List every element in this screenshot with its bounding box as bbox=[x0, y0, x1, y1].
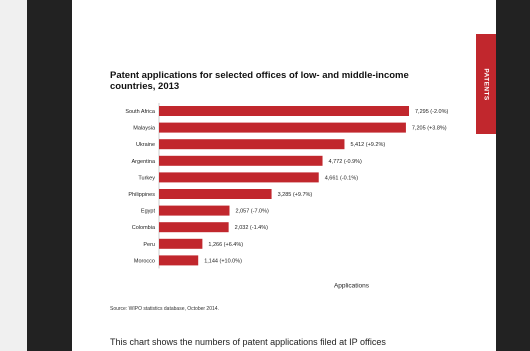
bar bbox=[159, 222, 229, 232]
data-label: 7,295 (-2.0%) bbox=[415, 109, 448, 115]
data-label: 5,412 (+9.2%) bbox=[350, 142, 385, 148]
category-label: South Africa bbox=[125, 109, 156, 115]
data-label: 1,144 (+10.0%) bbox=[204, 258, 242, 264]
data-label: 3,285 (+9.7%) bbox=[278, 192, 313, 198]
category-label: Morocco bbox=[134, 258, 155, 264]
data-label: 4,772 (-0.9%) bbox=[329, 159, 362, 165]
right-viewer-frame bbox=[496, 0, 530, 351]
section-tab-label: PATENTS bbox=[483, 68, 490, 100]
category-label: Malaysia bbox=[133, 126, 156, 132]
bar bbox=[159, 156, 323, 166]
data-label: 7,205 (+3.8%) bbox=[412, 126, 447, 132]
data-label: 1,266 (+6.4%) bbox=[208, 242, 243, 248]
category-label: Egypt bbox=[141, 209, 156, 215]
category-label: Philippines bbox=[128, 192, 155, 198]
x-axis-label: Applications bbox=[334, 282, 370, 289]
category-label: Turkey bbox=[138, 175, 155, 181]
category-label: Argentina bbox=[131, 159, 155, 165]
bar bbox=[159, 255, 198, 265]
bar bbox=[159, 139, 344, 149]
section-tab-patents[interactable]: PATENTS bbox=[476, 34, 496, 134]
category-label: Colombia bbox=[132, 225, 156, 231]
left-viewer-frame bbox=[27, 0, 72, 351]
body-text: This chart shows the numbers of patent a… bbox=[110, 337, 386, 347]
bar bbox=[159, 189, 272, 199]
source-note: Source: WIPO statistics database, Octobe… bbox=[110, 306, 219, 312]
data-label: 2,057 (-7.0%) bbox=[235, 209, 268, 215]
bar bbox=[159, 123, 406, 133]
category-label: Peru bbox=[143, 242, 155, 248]
bar bbox=[159, 206, 229, 216]
data-label: 2,032 (-1.4%) bbox=[235, 225, 268, 231]
data-label: 4,661 (-0.1%) bbox=[325, 175, 358, 181]
left-margin bbox=[0, 0, 27, 351]
bar-chart: South Africa 7,295 (-2.0%) Malaysia 7,205 (… bbox=[72, 0, 496, 351]
document-page: Patent applications for selected offices… bbox=[72, 0, 496, 351]
category-label: Ukraine bbox=[136, 142, 155, 148]
bar bbox=[159, 106, 409, 116]
bar bbox=[159, 172, 319, 182]
bar bbox=[159, 239, 202, 249]
